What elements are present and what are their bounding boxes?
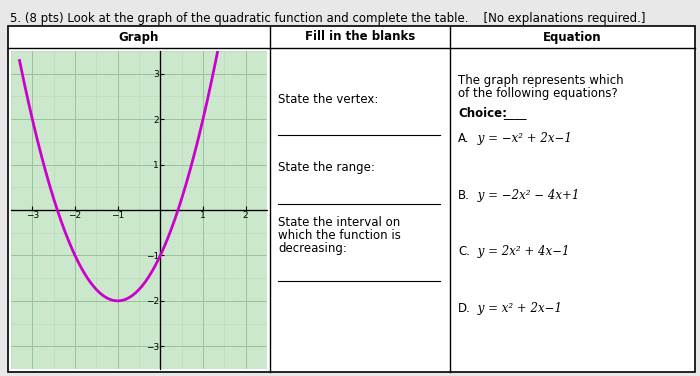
Text: Equation: Equation bbox=[543, 30, 602, 44]
Text: C.: C. bbox=[458, 245, 470, 258]
Text: State the interval on: State the interval on bbox=[278, 217, 400, 229]
Text: 5. (8 pts) Look at the graph of the quadratic function and complete the table.  : 5. (8 pts) Look at the graph of the quad… bbox=[10, 12, 645, 25]
Text: State the vertex:: State the vertex: bbox=[278, 93, 379, 106]
Text: A.: A. bbox=[458, 132, 470, 145]
Text: y = 2x² + 4x−1: y = 2x² + 4x−1 bbox=[474, 245, 570, 258]
Text: ____: ____ bbox=[503, 107, 526, 120]
Text: y = −x² + 2x−1: y = −x² + 2x−1 bbox=[474, 132, 572, 145]
Text: B.: B. bbox=[458, 189, 470, 202]
Text: of the following equations?: of the following equations? bbox=[458, 87, 617, 100]
Text: The graph represents which: The graph represents which bbox=[458, 74, 624, 87]
Text: Graph: Graph bbox=[119, 30, 159, 44]
Text: Fill in the blanks: Fill in the blanks bbox=[305, 30, 415, 44]
Text: State the range:: State the range: bbox=[278, 161, 375, 174]
Text: y = x² + 2x−1: y = x² + 2x−1 bbox=[474, 302, 562, 315]
Text: which the function is: which the function is bbox=[278, 229, 401, 243]
Text: y = −2x² − 4x+1: y = −2x² − 4x+1 bbox=[474, 189, 580, 202]
Text: D.: D. bbox=[458, 302, 471, 315]
Text: Choice:: Choice: bbox=[458, 107, 507, 120]
Text: decreasing:: decreasing: bbox=[278, 243, 347, 255]
